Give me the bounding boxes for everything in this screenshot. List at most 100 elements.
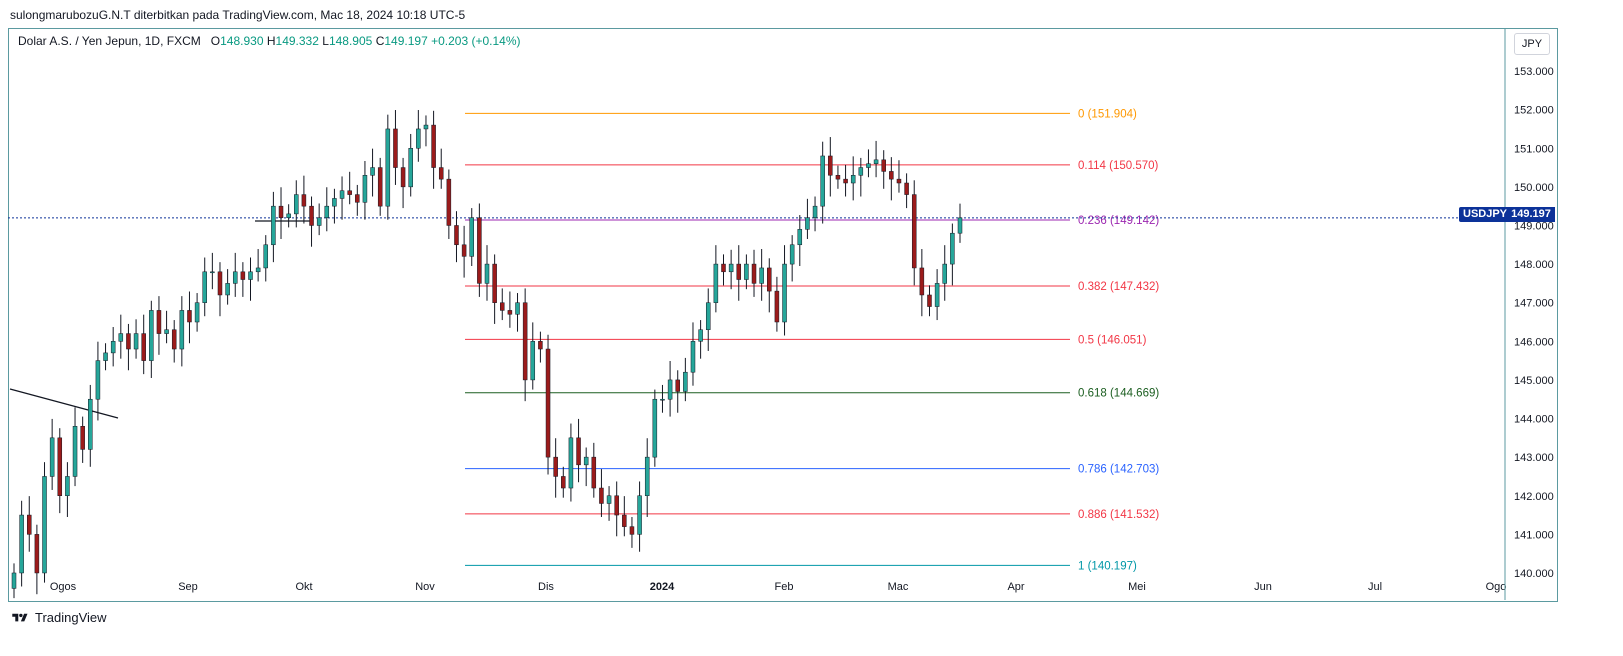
- candle-body: [683, 371, 688, 392]
- candle-body: [698, 329, 703, 342]
- price-tick-label: 149.000: [1514, 220, 1554, 232]
- fib-level-label: 0.114 (150.570): [1078, 160, 1159, 172]
- candle-body: [232, 271, 238, 284]
- candle-body: [767, 267, 772, 292]
- candle-body: [217, 271, 223, 296]
- candle-body: [385, 128, 391, 207]
- fib-level-label: 0 (151.904): [1078, 108, 1137, 120]
- candle-body: [11, 572, 17, 589]
- candle-body: [950, 232, 955, 265]
- candle-body: [19, 514, 24, 574]
- candle-body: [141, 333, 146, 361]
- candle-body: [95, 360, 101, 400]
- candle-body: [324, 205, 330, 219]
- legend-low-label: L: [322, 34, 329, 48]
- fib-level-label: 1 (140.197): [1078, 560, 1137, 572]
- candle-body: [629, 526, 635, 535]
- candle-body: [156, 310, 162, 334]
- candle-body: [660, 398, 665, 401]
- candle-body: [438, 167, 444, 180]
- candle-body: [118, 333, 124, 342]
- footer-brand-label: TradingView: [35, 610, 107, 625]
- time-axis: Ogos Sep Okt Nov Dis 2024 Feb Mac Apr Mei Jun Jul Og…: [50, 581, 1507, 593]
- candle-body: [179, 310, 185, 350]
- price-tick-label: 147.000: [1514, 298, 1554, 310]
- price-tick-label: 145.000: [1514, 375, 1554, 387]
- price-axis: 140.000 141.000 142.000 143.000 144.000 145.0…: [1504, 28, 1554, 600]
- fib-level-label: 0.786 (142.703): [1078, 464, 1159, 476]
- candle-body: [339, 190, 345, 199]
- candle-body: [652, 398, 658, 458]
- candle-body: [782, 263, 787, 323]
- legend-close: 149.197: [384, 34, 428, 48]
- candle-body: [538, 341, 543, 350]
- candle-body: [561, 476, 566, 489]
- candle-body: [644, 456, 650, 496]
- price-tick-label: 153.000: [1514, 66, 1554, 78]
- time-tick-label: Mac: [888, 581, 909, 593]
- legend-open-label: O: [210, 34, 221, 48]
- candle-body: [492, 263, 497, 303]
- candle-body: [286, 213, 291, 218]
- fib-level-label: 0.618 (144.669): [1078, 388, 1159, 400]
- candle-body: [225, 283, 230, 296]
- candle-body: [591, 456, 597, 489]
- candle-body: [568, 437, 574, 489]
- candle-body: [873, 159, 879, 164]
- time-tick-label: 2024: [650, 581, 675, 593]
- candle-body: [675, 379, 680, 392]
- fib-level-label: 0.886 (141.532): [1078, 509, 1159, 521]
- time-tick-label: Mei: [1128, 581, 1146, 593]
- candle-body: [469, 217, 474, 257]
- candle-body: [850, 175, 856, 184]
- fibonacci-retracement[interactable]: 0 (151.904) 0.114 (150.570) 0.236 (149.142…: [465, 108, 1159, 572]
- candle-body: [446, 178, 452, 226]
- candle-body: [309, 205, 314, 226]
- candle-body: [866, 163, 871, 168]
- legend-low: 148.905: [328, 34, 373, 48]
- candle-body: [393, 128, 398, 168]
- price-tick-label: 146.000: [1514, 336, 1554, 348]
- time-tick-label: Feb: [775, 581, 794, 593]
- candle-body: [713, 263, 719, 303]
- fib-level-label: 0.382 (147.432): [1078, 281, 1159, 293]
- price-tick-label: 152.000: [1514, 105, 1554, 117]
- candle-body: [736, 263, 742, 280]
- legend-open: 148.930: [220, 34, 264, 48]
- price-tick-label: 151.000: [1514, 143, 1554, 155]
- candle-body: [477, 217, 482, 284]
- candle-body: [316, 217, 322, 226]
- candle-body: [881, 159, 886, 172]
- last-price-tag: 149.197: [1507, 207, 1555, 222]
- candle-body: [583, 456, 589, 466]
- time-tick-label: Ogos: [50, 581, 77, 593]
- candle-body: [171, 329, 177, 350]
- candles: [11, 110, 963, 599]
- footer-brand[interactable]: TradingView: [10, 610, 107, 625]
- symbol-price-tag: USDJPY: [1459, 207, 1512, 222]
- currency-selector[interactable]: JPY: [1514, 33, 1550, 55]
- candle-body: [423, 124, 429, 130]
- candle-body: [72, 426, 78, 477]
- candle-body: [751, 263, 757, 284]
- candle-body: [49, 437, 55, 477]
- candle-body: [408, 148, 413, 188]
- chart-frame: [8, 28, 1558, 602]
- legend-symbol-name: Dolar A.S. / Yen Jepun, 1D, FXCM: [18, 34, 201, 48]
- candle-body: [721, 263, 726, 273]
- candle-body: [149, 310, 154, 361]
- candle-body: [957, 217, 963, 234]
- candle-body: [454, 225, 459, 246]
- symbol-legend[interactable]: Dolar A.S. / Yen Jepun, 1D, FXCM O148.93…: [18, 34, 521, 48]
- trend-lines[interactable]: [9, 220, 310, 419]
- candle-body: [88, 398, 93, 450]
- price-tick-label: 140.000: [1514, 568, 1554, 580]
- candle-body: [80, 426, 85, 450]
- candle-body: [622, 514, 627, 527]
- candle-body: [858, 167, 864, 176]
- candle-body: [400, 167, 406, 188]
- candle-body: [362, 175, 368, 203]
- candle-body: [65, 476, 70, 497]
- candle-body: [416, 128, 421, 149]
